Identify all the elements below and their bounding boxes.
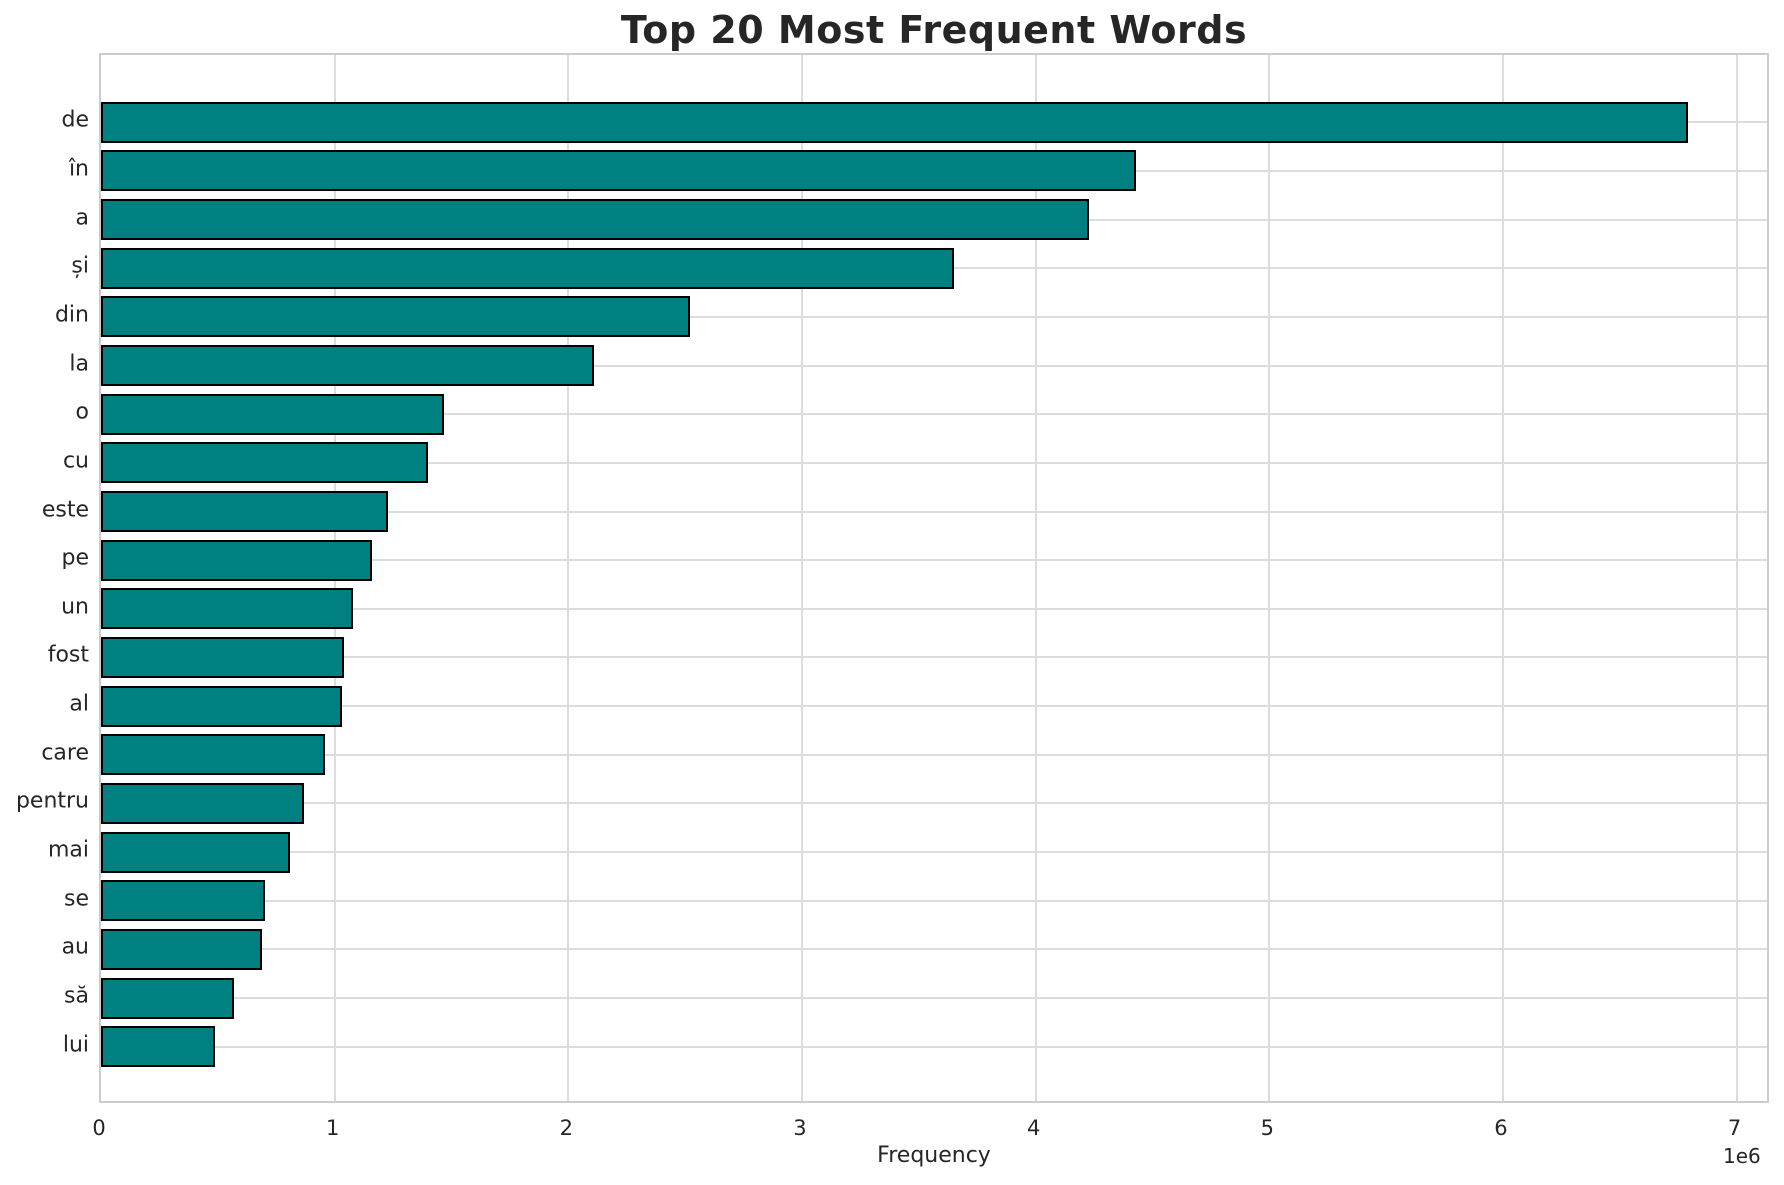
h-gridline bbox=[101, 461, 1767, 464]
bar-au bbox=[101, 928, 263, 970]
h-gridline bbox=[101, 364, 1767, 367]
y-axis-label: din bbox=[54, 302, 89, 328]
y-axis-label: au bbox=[61, 934, 89, 960]
x-axis-title: Frequency bbox=[877, 1143, 991, 1168]
v-gridline bbox=[1735, 55, 1738, 1101]
h-gridline bbox=[101, 851, 1767, 854]
bar-lui bbox=[101, 1026, 216, 1068]
bar-al bbox=[101, 685, 342, 727]
x-tick-label: 1 bbox=[325, 1116, 340, 1140]
h-gridline bbox=[101, 656, 1767, 659]
x-tick-label: 4 bbox=[1026, 1116, 1041, 1140]
v-gridline bbox=[1034, 55, 1037, 1101]
bar-cu bbox=[101, 442, 429, 484]
h-gridline bbox=[101, 802, 1767, 805]
y-axis-label: și bbox=[71, 253, 89, 279]
h-gridline bbox=[101, 997, 1767, 1000]
y-axis-label: în bbox=[68, 156, 89, 182]
x-tick-label: 6 bbox=[1494, 1116, 1508, 1140]
h-gridline bbox=[101, 705, 1767, 708]
chart-title: Top 20 Most Frequent Words bbox=[620, 8, 1248, 52]
v-gridline bbox=[800, 55, 803, 1101]
y-axis-label: care bbox=[41, 740, 89, 766]
plot-area bbox=[99, 53, 1769, 1103]
bar-pentru bbox=[101, 782, 305, 824]
bar-să bbox=[101, 977, 235, 1019]
y-axis-label: la bbox=[69, 351, 89, 377]
y-axis-label: pentru bbox=[15, 788, 89, 814]
x-tick-label: 7 bbox=[1727, 1116, 1742, 1140]
bar-mai bbox=[101, 831, 291, 873]
y-axis-label: lui bbox=[62, 1032, 89, 1058]
h-gridline bbox=[101, 607, 1767, 610]
h-gridline bbox=[101, 899, 1767, 902]
bar-la bbox=[101, 345, 595, 387]
y-axis-label: mai bbox=[47, 837, 89, 863]
h-gridline bbox=[101, 315, 1767, 318]
y-axis-label: este bbox=[41, 497, 89, 523]
h-gridline bbox=[101, 1045, 1767, 1048]
x-tick-label: 5 bbox=[1260, 1116, 1274, 1140]
h-gridline bbox=[101, 948, 1767, 951]
v-gridline bbox=[1501, 55, 1504, 1101]
bar-a bbox=[101, 199, 1090, 241]
bar-o bbox=[101, 393, 445, 435]
h-gridline bbox=[101, 413, 1767, 416]
y-axis-label: să bbox=[64, 983, 89, 1009]
y-axis-label: se bbox=[64, 886, 89, 912]
y-axis-label: cu bbox=[62, 448, 89, 474]
bar-și bbox=[101, 247, 954, 289]
y-axis-label: al bbox=[69, 691, 89, 717]
h-gridline bbox=[101, 510, 1767, 513]
bar-de bbox=[101, 101, 1688, 143]
bar-fost bbox=[101, 636, 344, 678]
h-gridline bbox=[101, 753, 1767, 756]
v-gridline bbox=[1268, 55, 1271, 1101]
bar-pe bbox=[101, 539, 373, 581]
axis-offset-label: 1e6 bbox=[1723, 1144, 1761, 1168]
y-axis-label: a bbox=[75, 205, 89, 231]
bar-în bbox=[101, 150, 1137, 192]
x-tick-label: 0 bbox=[92, 1116, 106, 1140]
y-axis-label: un bbox=[61, 594, 89, 620]
x-tick-label: 2 bbox=[559, 1116, 573, 1140]
v-gridline bbox=[567, 55, 570, 1101]
x-tick-label: 3 bbox=[793, 1116, 807, 1140]
y-axis-label: de bbox=[61, 107, 90, 133]
bar-din bbox=[101, 296, 690, 338]
bar-un bbox=[101, 588, 354, 630]
h-gridline bbox=[101, 559, 1767, 562]
bar-care bbox=[101, 734, 326, 776]
y-axis-label: pe bbox=[61, 545, 90, 571]
y-axis-label: o bbox=[75, 399, 89, 425]
y-axis-label: fost bbox=[47, 642, 89, 668]
bar-se bbox=[101, 880, 265, 922]
bar-este bbox=[101, 491, 389, 533]
